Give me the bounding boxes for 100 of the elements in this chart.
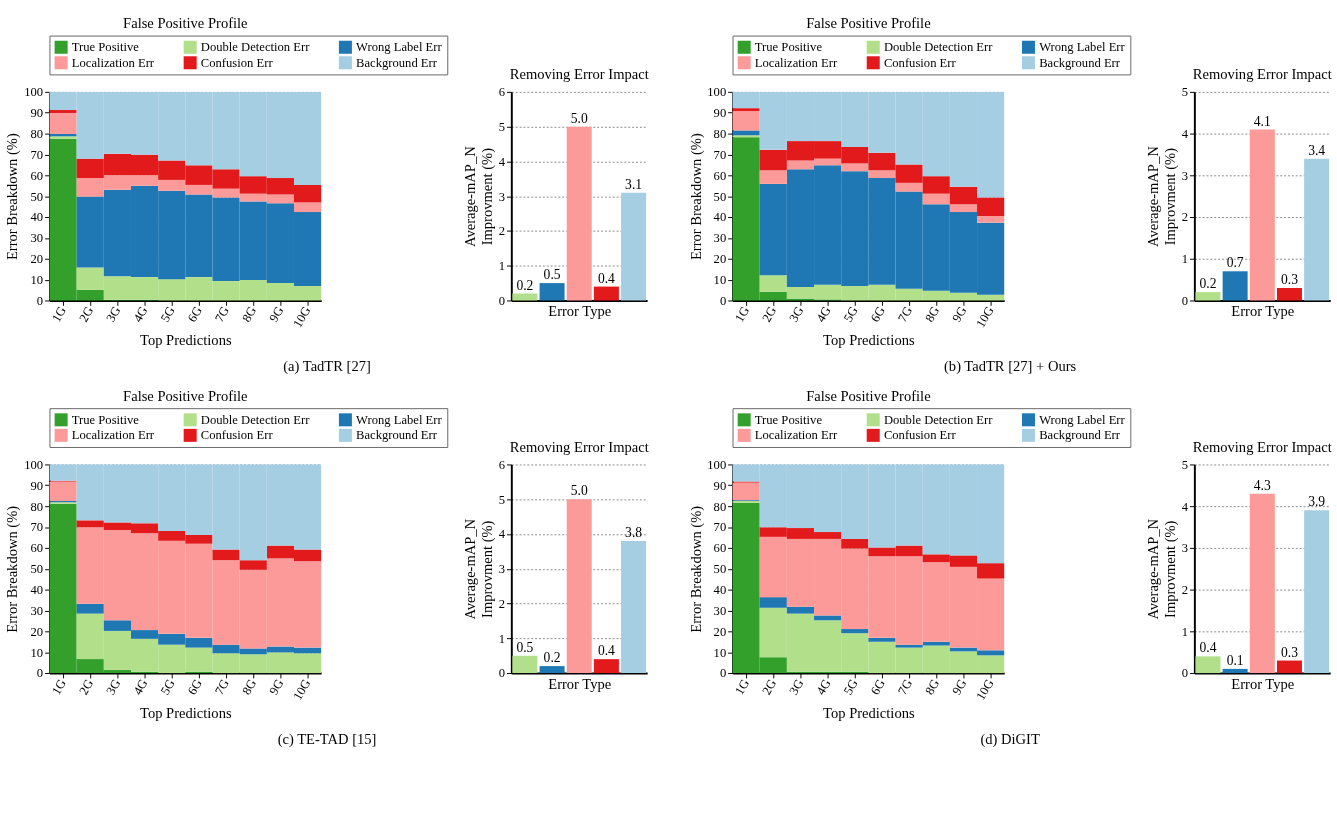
x-tick-label: 5G <box>157 304 178 325</box>
x-tick-label: 4G <box>130 676 151 698</box>
x-axis-title: Error Type <box>1231 303 1295 320</box>
text: (b) TadTR [27] + Ours <box>944 358 1077 376</box>
legend-label: True Positive <box>754 40 823 55</box>
x-tick-label: 6G <box>185 676 205 698</box>
y-tick-label: 3 <box>1181 168 1189 183</box>
y-tick-label: 90 <box>713 478 727 493</box>
x-axis-title: Top Predictions <box>823 332 915 349</box>
y-tick-label: 2 <box>498 596 506 611</box>
y-tick-label: 70 <box>30 147 44 162</box>
x-tick-label: 1G <box>732 304 753 325</box>
y-tick-label: 5 <box>498 120 506 135</box>
legend-label: Localization Err <box>71 428 155 443</box>
data-label: 0.5 <box>516 639 534 655</box>
data-label: 3.4 <box>1308 142 1326 158</box>
x-tick-label: 9G <box>949 304 970 325</box>
x-tick-label: 4G <box>813 304 834 325</box>
y-tick-label: 3 <box>498 562 506 577</box>
x-tick-label: 10G <box>290 676 314 703</box>
legend-label: Background Err <box>356 428 438 443</box>
data-label: 0.4 <box>597 270 616 286</box>
chart-title: Removing Error Impact <box>1192 438 1332 455</box>
data-label: 0.2 <box>1199 276 1217 292</box>
y-tick-label: 40 <box>30 582 44 597</box>
x-tick-label: 9G <box>266 304 287 325</box>
y-tick-label: 4 <box>1181 499 1189 514</box>
chart-title: Removing Error Impact <box>509 66 649 83</box>
y-tick-label: 5 <box>1181 457 1189 472</box>
y-tick-label: 40 <box>713 582 727 597</box>
x-tick-label: 4G <box>130 304 151 325</box>
x-tick-label: 10G <box>290 304 314 331</box>
y-axis-title: Error Breakdown (%) <box>4 505 22 633</box>
y-axis-title: Average-mAP_N Improvment (%) <box>462 518 496 620</box>
x-tick-label: 3G <box>103 304 124 325</box>
y-tick-label: 40 <box>713 210 727 225</box>
x-tick-label: 8G <box>922 676 943 698</box>
data-label: 0.3 <box>1280 272 1299 288</box>
y-tick-label: 0 <box>36 293 44 308</box>
x-tick-label: 1G <box>49 676 70 698</box>
chart-title: False Positive Profile <box>123 15 248 32</box>
data-label: 5.0 <box>570 483 588 499</box>
legend-label: True Positive <box>71 40 140 55</box>
y-tick-label: 20 <box>713 252 727 267</box>
x-tick-label: 2G <box>76 304 97 325</box>
text: (a) TadTR [27] <box>283 358 371 376</box>
y-tick-label: 50 <box>713 562 727 577</box>
y-axis-title: Average-mAP_N Improvment (%) <box>1145 518 1179 620</box>
y-tick-label: 4 <box>498 154 506 169</box>
y-tick-label: 50 <box>713 189 727 204</box>
y-tick-label: 1 <box>1181 624 1189 639</box>
x-tick-label: 7G <box>212 304 233 325</box>
data-label: 3.8 <box>625 525 643 541</box>
y-tick-label: 90 <box>30 478 44 493</box>
legend-label: Background Err <box>356 55 438 70</box>
x-axis-title: Error Type <box>1231 676 1295 693</box>
chart-title: Removing Error Impact <box>509 438 649 455</box>
x-tick-label: 7G <box>895 676 916 698</box>
y-tick-label: 1 <box>498 631 506 646</box>
x-tick-label: 10G <box>973 304 997 331</box>
x-axis-title: Error Type <box>548 303 612 320</box>
legend-label: Double Detection Err <box>200 412 311 427</box>
y-tick-label: 80 <box>713 126 727 141</box>
legend-label: Localization Err <box>754 55 838 70</box>
x-tick-label: 9G <box>266 676 287 698</box>
y-tick-label: 0 <box>498 666 506 681</box>
x-tick-label: 5G <box>840 676 861 698</box>
y-tick-label: 4 <box>1181 126 1189 141</box>
x-tick-label: 5G <box>157 676 178 698</box>
x-tick-label: 6G <box>185 304 205 325</box>
data-label: 0.4 <box>597 643 616 659</box>
y-tick-label: 80 <box>713 499 727 514</box>
x-tick-label: 3G <box>103 676 124 698</box>
x-axis-title: Error Type <box>548 676 612 693</box>
y-tick-label: 2 <box>498 224 506 239</box>
y-tick-label: 80 <box>30 126 44 141</box>
y-tick-label: 0 <box>1181 293 1189 308</box>
x-tick-label: 8G <box>922 304 943 325</box>
y-tick-label: 5 <box>1181 85 1189 100</box>
y-tick-label: 60 <box>30 168 44 183</box>
legend-label: Double Detection Err <box>883 40 994 55</box>
data-label: 0.4 <box>1199 640 1217 656</box>
legend-label: Confusion Err <box>200 428 274 443</box>
data-label: 0.2 <box>516 277 534 293</box>
data-label: 5.0 <box>570 110 588 126</box>
y-tick-label: 70 <box>713 520 727 535</box>
y-tick-label: 90 <box>30 106 44 121</box>
y-tick-label: 0 <box>498 293 506 308</box>
y-tick-label: 70 <box>713 147 727 162</box>
x-tick-label: 2G <box>76 676 97 698</box>
data-label: 0.5 <box>543 267 561 283</box>
x-tick-label: 8G <box>239 676 260 698</box>
data-label: 3.9 <box>1308 494 1326 510</box>
y-tick-label: 10 <box>30 272 44 287</box>
y-tick-label: 3 <box>1181 541 1189 556</box>
legend-label: Confusion Err <box>883 55 957 70</box>
y-axis-title: Error Breakdown (%) <box>687 133 705 261</box>
legend-label: Wrong Label Err <box>1039 40 1126 55</box>
y-tick-label: 0 <box>1181 666 1189 681</box>
legend-label: Localization Err <box>754 428 838 443</box>
